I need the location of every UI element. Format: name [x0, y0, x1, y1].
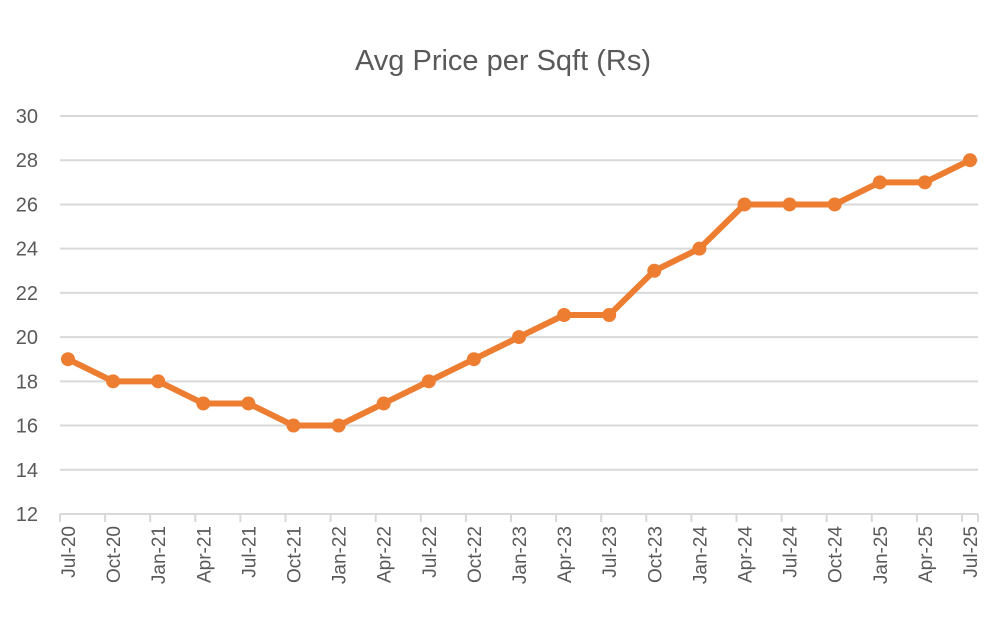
x-tick-label: Jul-22: [420, 526, 441, 578]
data-point: [557, 308, 572, 322]
y-tick-label: 26: [16, 194, 38, 216]
x-tick-label: Apr-22: [375, 526, 396, 583]
y-tick-label: 24: [16, 239, 38, 261]
data-point: [782, 197, 797, 212]
data-point: [827, 197, 842, 212]
x-tick-label: Oct-20: [104, 526, 125, 583]
x-tick-label: Jan-24: [690, 526, 711, 585]
data-point: [376, 396, 391, 411]
x-tick-label: Apr-23: [555, 526, 576, 583]
x-tick-label: Jul-23: [600, 526, 621, 578]
data-point: [872, 175, 887, 190]
x-tick-label: Oct-23: [645, 526, 666, 583]
data-point: [466, 352, 481, 367]
x-tick-label: Jul-24: [781, 526, 802, 578]
x-tick-label: Jul-21: [239, 526, 260, 578]
series-line: [61, 153, 977, 433]
x-tick-label: Oct-22: [465, 526, 486, 583]
data-point: [331, 418, 346, 433]
gridlines: [60, 115, 978, 515]
y-tick-label: 20: [16, 327, 38, 349]
y-tick-label: 22: [16, 283, 38, 305]
chart-title: Avg Price per Sqft (Rs): [355, 45, 651, 77]
data-point: [512, 330, 526, 345]
data-point: [647, 263, 662, 278]
y-tick-label: 16: [16, 416, 38, 438]
x-tick-label: Oct-21: [285, 526, 306, 583]
x-axis: Jul-20 Oct-20 Jan-21 Apr-21 Jul-21 Oct-21 Jan-…: [59, 514, 982, 584]
data-point: [692, 241, 707, 256]
data-point: [737, 197, 752, 212]
x-tick-label: Oct-24: [826, 526, 847, 583]
x-tick-label: Jan-21: [149, 526, 170, 584]
x-tick-label: Apr-21: [194, 526, 215, 583]
x-tick-label: Jul-25: [961, 526, 982, 578]
x-tick-label: Jan-25: [871, 526, 892, 584]
data-point: [241, 396, 256, 411]
data-point: [286, 418, 301, 433]
data-point: [963, 153, 977, 168]
y-axis: 12 14 16 18 20 22 24 26 28 30: [16, 106, 38, 526]
data-point: [61, 352, 75, 367]
y-tick-label: 12: [16, 504, 38, 526]
data-point: [151, 374, 166, 389]
x-tick-label: Apr-25: [916, 526, 937, 583]
data-point: [196, 396, 211, 411]
y-tick-label: 18: [16, 371, 38, 393]
data-point: [917, 175, 932, 190]
x-tick-label: Jan-22: [330, 526, 351, 584]
x-tick-label: Apr-24: [736, 526, 757, 583]
y-tick-label: 30: [16, 106, 38, 128]
x-tick-label: Jul-20: [59, 526, 80, 578]
data-point: [602, 308, 617, 322]
y-tick-label: 14: [16, 460, 38, 482]
data-point: [106, 374, 121, 389]
x-tick-label: Jan-23: [510, 526, 531, 584]
data-point: [421, 374, 436, 389]
y-tick-label: 28: [16, 150, 38, 172]
